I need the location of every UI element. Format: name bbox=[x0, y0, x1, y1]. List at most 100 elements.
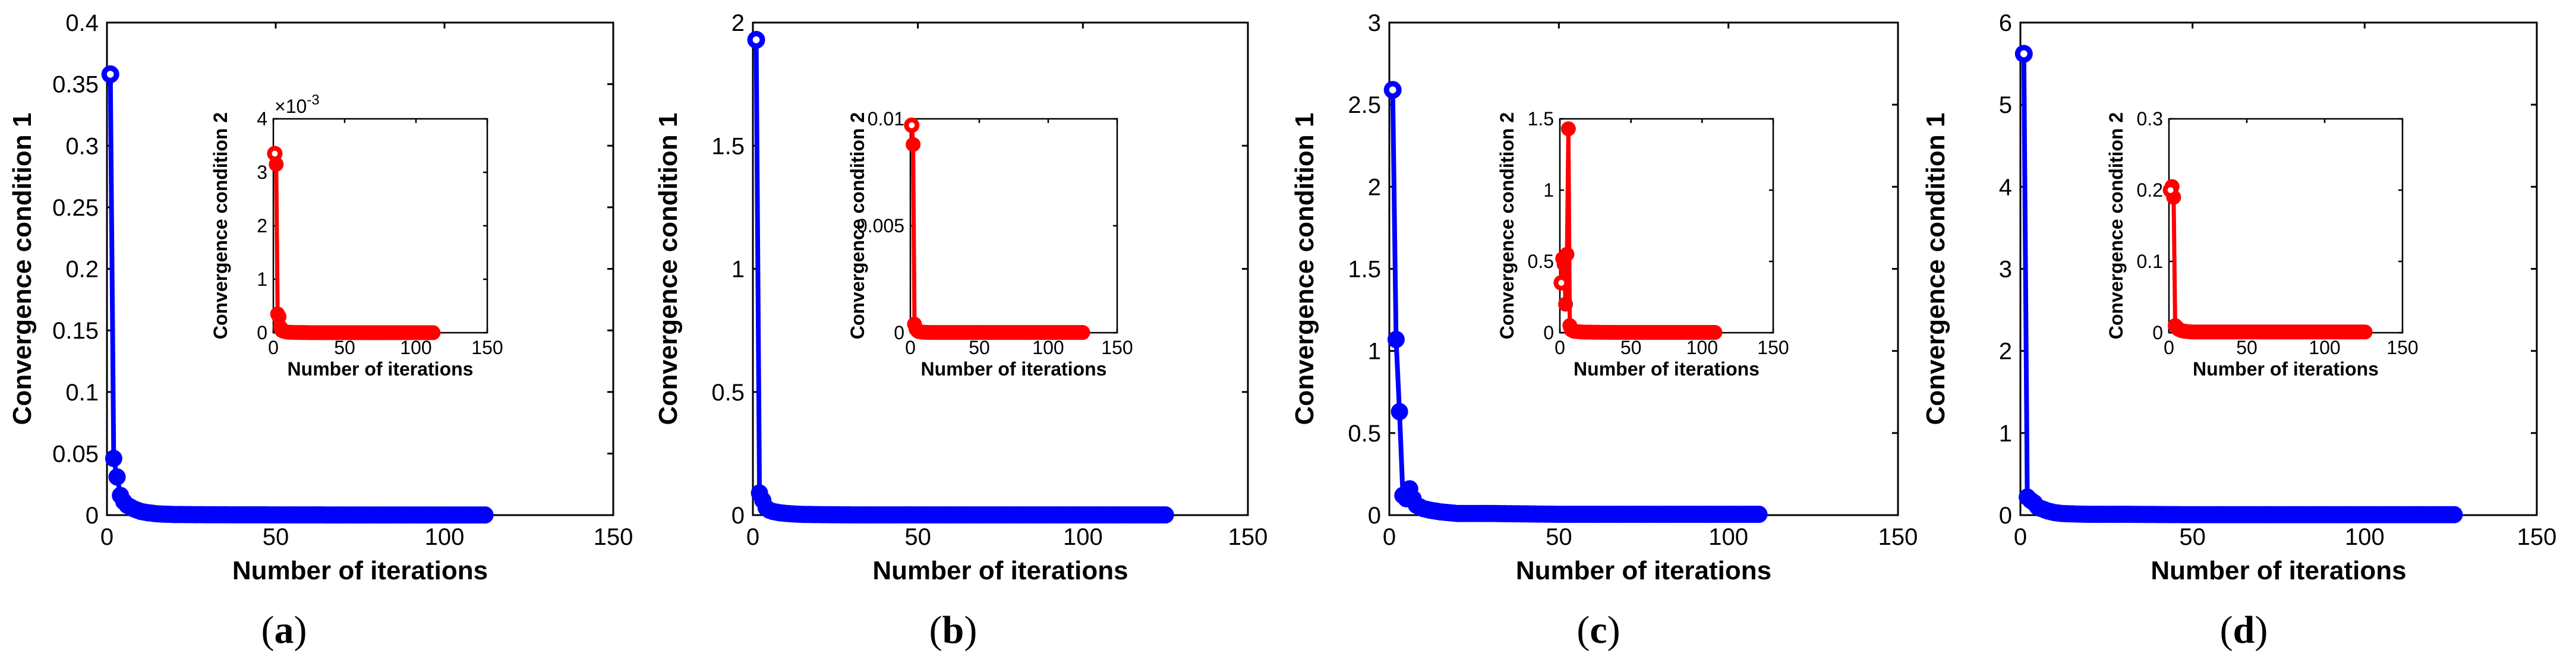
y-axis-label: Convergence condition 1 bbox=[654, 113, 683, 425]
y-tick-label: 2 bbox=[1999, 339, 2012, 365]
y-tick-label: 0.01 bbox=[868, 108, 904, 130]
y-tick-label: 2 bbox=[1368, 174, 1381, 200]
y-tick-label: 1 bbox=[257, 269, 267, 290]
x-tick-label: 50 bbox=[1620, 337, 1642, 358]
y-tick-label: 0.2 bbox=[2137, 179, 2163, 201]
y-tick-label: 0 bbox=[1543, 322, 1554, 343]
x-tick-label: 100 bbox=[400, 337, 431, 358]
x-tick-label: 0 bbox=[746, 524, 759, 550]
y-tick-label: 1 bbox=[732, 257, 745, 283]
caption-open-paren: ( bbox=[1577, 608, 1590, 652]
x-tick-label: 150 bbox=[594, 524, 633, 550]
inset-y-axis-label: Convergence condition 2 bbox=[1496, 112, 1518, 339]
x-tick-label: 150 bbox=[2386, 337, 2418, 358]
y-tick-label: 0.05 bbox=[52, 441, 99, 467]
x-tick-label: 150 bbox=[1101, 337, 1133, 358]
y-tick-label: 1.5 bbox=[711, 133, 745, 159]
first-data-point-core bbox=[272, 150, 278, 157]
chart-panel: 0 50 100 150 0 1 2 3 4 5 6 Number of iterations Conv… bbox=[1921, 10, 2556, 652]
x-tick-label: 50 bbox=[1546, 524, 1572, 550]
y-tick-label: 0.1 bbox=[2137, 251, 2163, 272]
y-tick-label: 4 bbox=[1999, 174, 2012, 200]
first-data-point-core bbox=[1558, 280, 1565, 286]
axis-exponent: ×10-3 bbox=[275, 92, 320, 117]
first-data-point-core bbox=[909, 122, 915, 128]
y-tick-label: 2.5 bbox=[1348, 92, 1381, 118]
x-tick-label: 0 bbox=[905, 337, 916, 358]
first-data-point-core bbox=[752, 36, 760, 43]
y-tick-label: 1 bbox=[1368, 339, 1381, 365]
caption-open-paren: ( bbox=[2220, 608, 2233, 652]
axis-exponent-base: ×10 bbox=[275, 96, 307, 117]
panel-caption: (a) bbox=[261, 608, 307, 652]
y-tick-label: 0.5 bbox=[711, 380, 745, 406]
inset-y-axis-label: Convergence condition 2 bbox=[847, 112, 868, 339]
y-tick-label: 0 bbox=[1368, 503, 1381, 529]
chart-panel: 0 50 100 150 0 0.5 1 1.5 2 Number of iterations Co… bbox=[654, 10, 1267, 652]
caption-letter: c bbox=[1590, 608, 1607, 652]
inset-x-axis-label: Number of iterations bbox=[288, 358, 474, 380]
data-point bbox=[1560, 121, 1576, 137]
x-tick-label: 50 bbox=[2236, 337, 2257, 358]
panel-caption: (c) bbox=[1577, 608, 1620, 652]
x-tick-label: 50 bbox=[904, 524, 931, 550]
chart-panel: 0 50 100 15000.050.10.150.20.250.30.350.4Nu… bbox=[8, 10, 633, 652]
data-point bbox=[105, 450, 122, 468]
inset-chart: 0 50 100 150 0 0.1 0.2 0.3 Number of iterations C… bbox=[2105, 108, 2419, 380]
x-tick-label: 50 bbox=[2179, 524, 2206, 550]
inset-axes-box bbox=[1559, 118, 1774, 334]
x-axis-label: Number of iterations bbox=[872, 556, 1128, 585]
first-data-point-core bbox=[2020, 50, 2028, 58]
data-point bbox=[1558, 296, 1574, 312]
x-axis-label: Number of iterations bbox=[232, 556, 488, 585]
y-tick-label: 1.5 bbox=[1528, 108, 1554, 130]
inset-chart: 0 50 100 150 0 1 2 3 4 Number of iterations Conver… bbox=[210, 92, 503, 380]
data-point bbox=[108, 468, 126, 486]
chart-panel: 0 50 100 150 0 0.5 1 1.5 2 2.5 3 Number of iteratio… bbox=[1290, 10, 1918, 652]
x-tick-label: 150 bbox=[471, 337, 503, 358]
caption-close-paren: ) bbox=[2255, 608, 2268, 652]
x-axis-label: Number of iterations bbox=[1516, 556, 1771, 585]
panel-caption: (b) bbox=[929, 608, 978, 652]
x-tick-label: 150 bbox=[1878, 524, 1918, 550]
x-tick-label: 150 bbox=[2517, 524, 2557, 550]
inset-chart: 0 50 100 150 0 0.005 0.01 Number of iterations C… bbox=[847, 108, 1133, 380]
data-point bbox=[1387, 330, 1405, 348]
data-point bbox=[2357, 324, 2373, 340]
y-tick-label: 1 bbox=[1999, 421, 2012, 447]
caption-open-paren: ( bbox=[261, 608, 275, 652]
caption-close-paren: ) bbox=[1607, 608, 1620, 652]
axis-exponent-power: -3 bbox=[307, 92, 319, 108]
y-tick-label: 0.5 bbox=[1348, 421, 1381, 447]
y-tick-label: 1.5 bbox=[1348, 257, 1381, 283]
x-tick-label: 100 bbox=[1032, 337, 1064, 358]
x-tick-label: 50 bbox=[969, 337, 990, 358]
x-tick-label: 100 bbox=[425, 524, 465, 550]
data-point bbox=[1750, 506, 1768, 523]
x-tick-label: 0 bbox=[1555, 337, 1565, 358]
first-data-point-core bbox=[2167, 187, 2174, 193]
y-tick-label: 0 bbox=[2152, 322, 2163, 343]
data-point bbox=[906, 137, 921, 152]
y-tick-label: 2 bbox=[257, 215, 267, 236]
y-tick-label: 0 bbox=[732, 503, 745, 529]
x-tick-label: 100 bbox=[2309, 337, 2340, 358]
caption-close-paren: ) bbox=[964, 608, 977, 652]
inset-y-axis-label: Convergence condition 2 bbox=[2105, 112, 2127, 339]
y-tick-label: 0.4 bbox=[65, 10, 99, 36]
y-tick-label: 0.25 bbox=[52, 195, 99, 221]
x-tick-label: 100 bbox=[1708, 524, 1748, 550]
x-axis-label: Number of iterations bbox=[2151, 556, 2406, 585]
y-tick-label: 0.35 bbox=[52, 72, 99, 98]
data-point bbox=[425, 325, 441, 340]
x-tick-label: 0 bbox=[268, 337, 279, 358]
y-tick-label: 3 bbox=[1368, 10, 1381, 36]
y-axis-label: Convergence condition 1 bbox=[8, 113, 37, 425]
inset-axes-box bbox=[909, 118, 1118, 334]
caption-close-paren: ) bbox=[294, 608, 307, 652]
y-axis-label: Convergence condition 1 bbox=[1921, 113, 1950, 425]
x-tick-label: 150 bbox=[1228, 524, 1268, 550]
y-axis-label: Convergence condition 1 bbox=[1290, 113, 1319, 425]
x-tick-label: 0 bbox=[1383, 524, 1396, 550]
